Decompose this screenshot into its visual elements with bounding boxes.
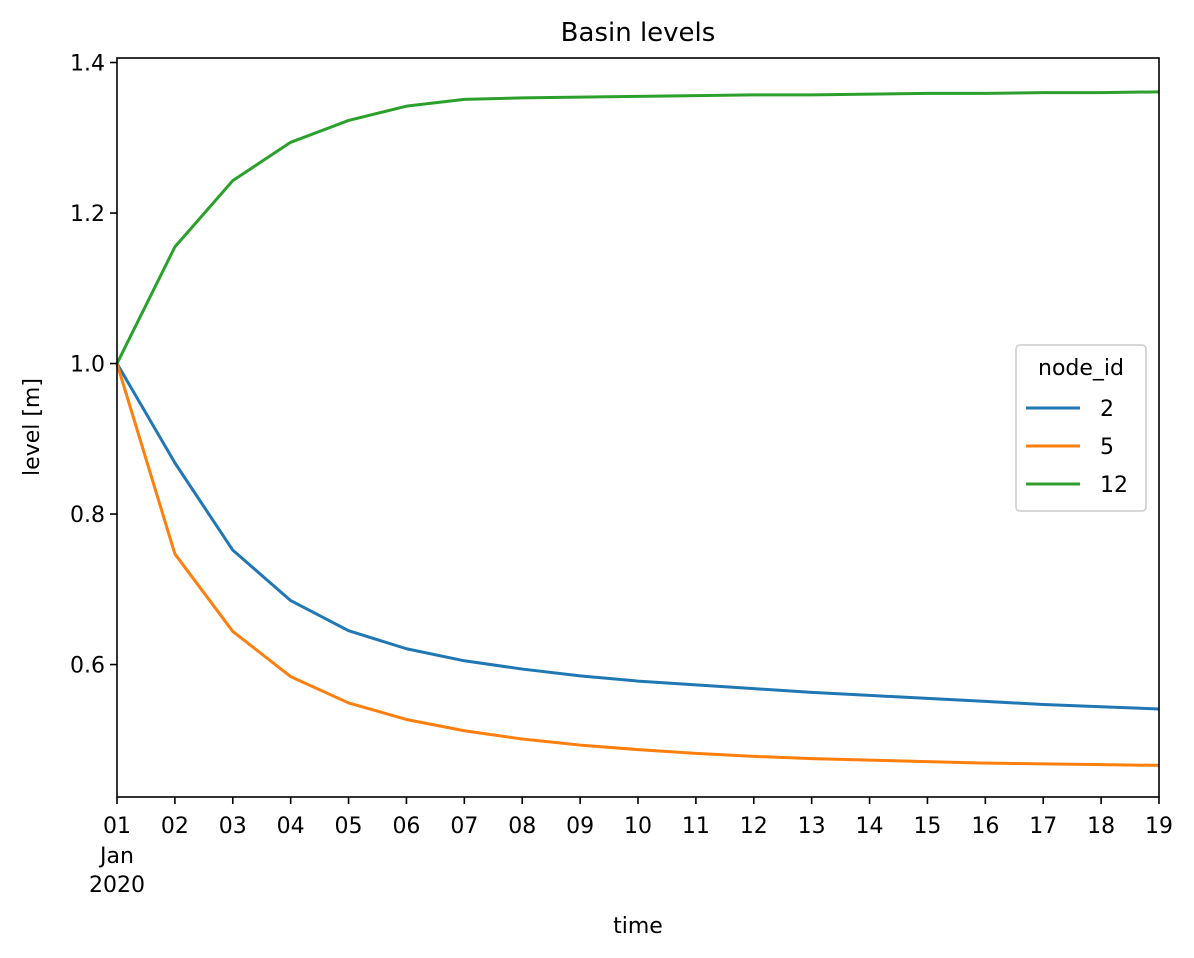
series-line-12: [115, 90, 1160, 365]
series-line-2: [115, 362, 1160, 711]
y-tick-label: 1.4: [70, 52, 105, 77]
x-tick-sublabel: 2020: [89, 873, 145, 898]
x-tick-label: 10: [624, 814, 652, 839]
x-tick-label: 09: [566, 814, 594, 839]
x-tick-label: 02: [161, 814, 189, 839]
x-tick-label: 12: [740, 814, 768, 839]
chart-title: Basin levels: [561, 18, 716, 48]
legend-label-2: 2: [1100, 397, 1114, 422]
x-tick-label: 04: [277, 814, 305, 839]
x-tick-label: 19: [1145, 814, 1173, 839]
legend: node_id 2 5 12: [1015, 344, 1147, 512]
y-tick-label: 1.2: [70, 202, 105, 227]
x-tick-label: 15: [913, 814, 941, 839]
x-tick-sublabel: Jan: [98, 844, 134, 869]
y-axis: 0.6 0.8 1.0 1.2 1.4: [70, 52, 117, 679]
x-tick-label: 14: [856, 814, 884, 839]
x-tick-label: 11: [682, 814, 710, 839]
y-tick-label: 0.6: [70, 654, 105, 679]
series-line-5: [115, 363, 1160, 767]
legend-entries: 2 5 12: [1026, 397, 1128, 498]
x-tick-label: 13: [798, 814, 826, 839]
x-tick-label: 18: [1087, 814, 1115, 839]
legend-label-12: 12: [1100, 473, 1128, 498]
x-tick-label: 17: [1029, 814, 1057, 839]
x-tick-label: 05: [335, 814, 363, 839]
y-tick-label: 0.8: [70, 503, 105, 528]
x-tick-label: 16: [971, 814, 999, 839]
y-tick-label: 1.0: [70, 353, 105, 378]
x-tick-label: 08: [508, 814, 536, 839]
x-tick-label: 01: [103, 814, 131, 839]
x-axis-label: time: [613, 914, 663, 939]
x-axis: 01 02 03 04 05 06 07 08 09 10 11 12 13 14 15 16 17 18 19 Ja…: [89, 797, 1173, 898]
series-layer: [115, 90, 1160, 767]
legend-box: [1015, 344, 1147, 512]
x-tick-label: 06: [392, 814, 420, 839]
x-tick-label: 03: [219, 814, 247, 839]
x-tick-label: 07: [450, 814, 478, 839]
y-axis-label: level [m]: [20, 378, 45, 476]
legend-label-5: 5: [1100, 435, 1114, 460]
legend-title: node_id: [1038, 356, 1124, 381]
